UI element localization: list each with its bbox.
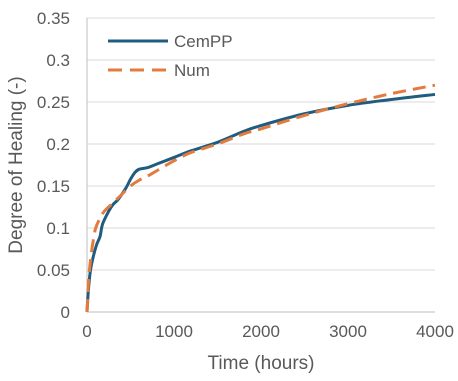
x-tick-label: 1000	[155, 322, 193, 341]
x-axis-title: Time (hours)	[208, 353, 315, 374]
y-tick-label: 0.2	[46, 135, 70, 154]
y-tick-label: 0.1	[46, 219, 70, 238]
y-tick-label: 0.05	[37, 261, 70, 280]
y-tick-label: 0.15	[37, 177, 70, 196]
x-tick-label: 3000	[329, 322, 367, 341]
tick-labels: 0 0.05 0.1 0.15 0.2 0.25 0.3 0.35 0 1000 2000 3000 4…	[37, 9, 454, 341]
legend-label-cempp: CemPP	[174, 32, 233, 51]
y-tick-label: 0.35	[37, 9, 70, 28]
series-line-cempp	[85, 92, 436, 313]
series-line-num	[85, 83, 436, 313]
x-tick-label: 0	[82, 322, 91, 341]
legend: CemPP Num	[108, 32, 233, 80]
data-series	[85, 83, 436, 313]
legend-label-num: Num	[174, 61, 210, 80]
gridlines	[87, 17, 435, 271]
x-tick-label: 4000	[416, 322, 454, 341]
y-tick-label: 0.3	[46, 51, 70, 70]
x-tick-label: 2000	[242, 322, 280, 341]
y-axis-title: Degree of Healing (-)	[6, 76, 27, 253]
y-tick-label: 0.25	[37, 93, 70, 112]
y-tick-label: 0	[61, 303, 70, 322]
axes	[86, 18, 435, 313]
